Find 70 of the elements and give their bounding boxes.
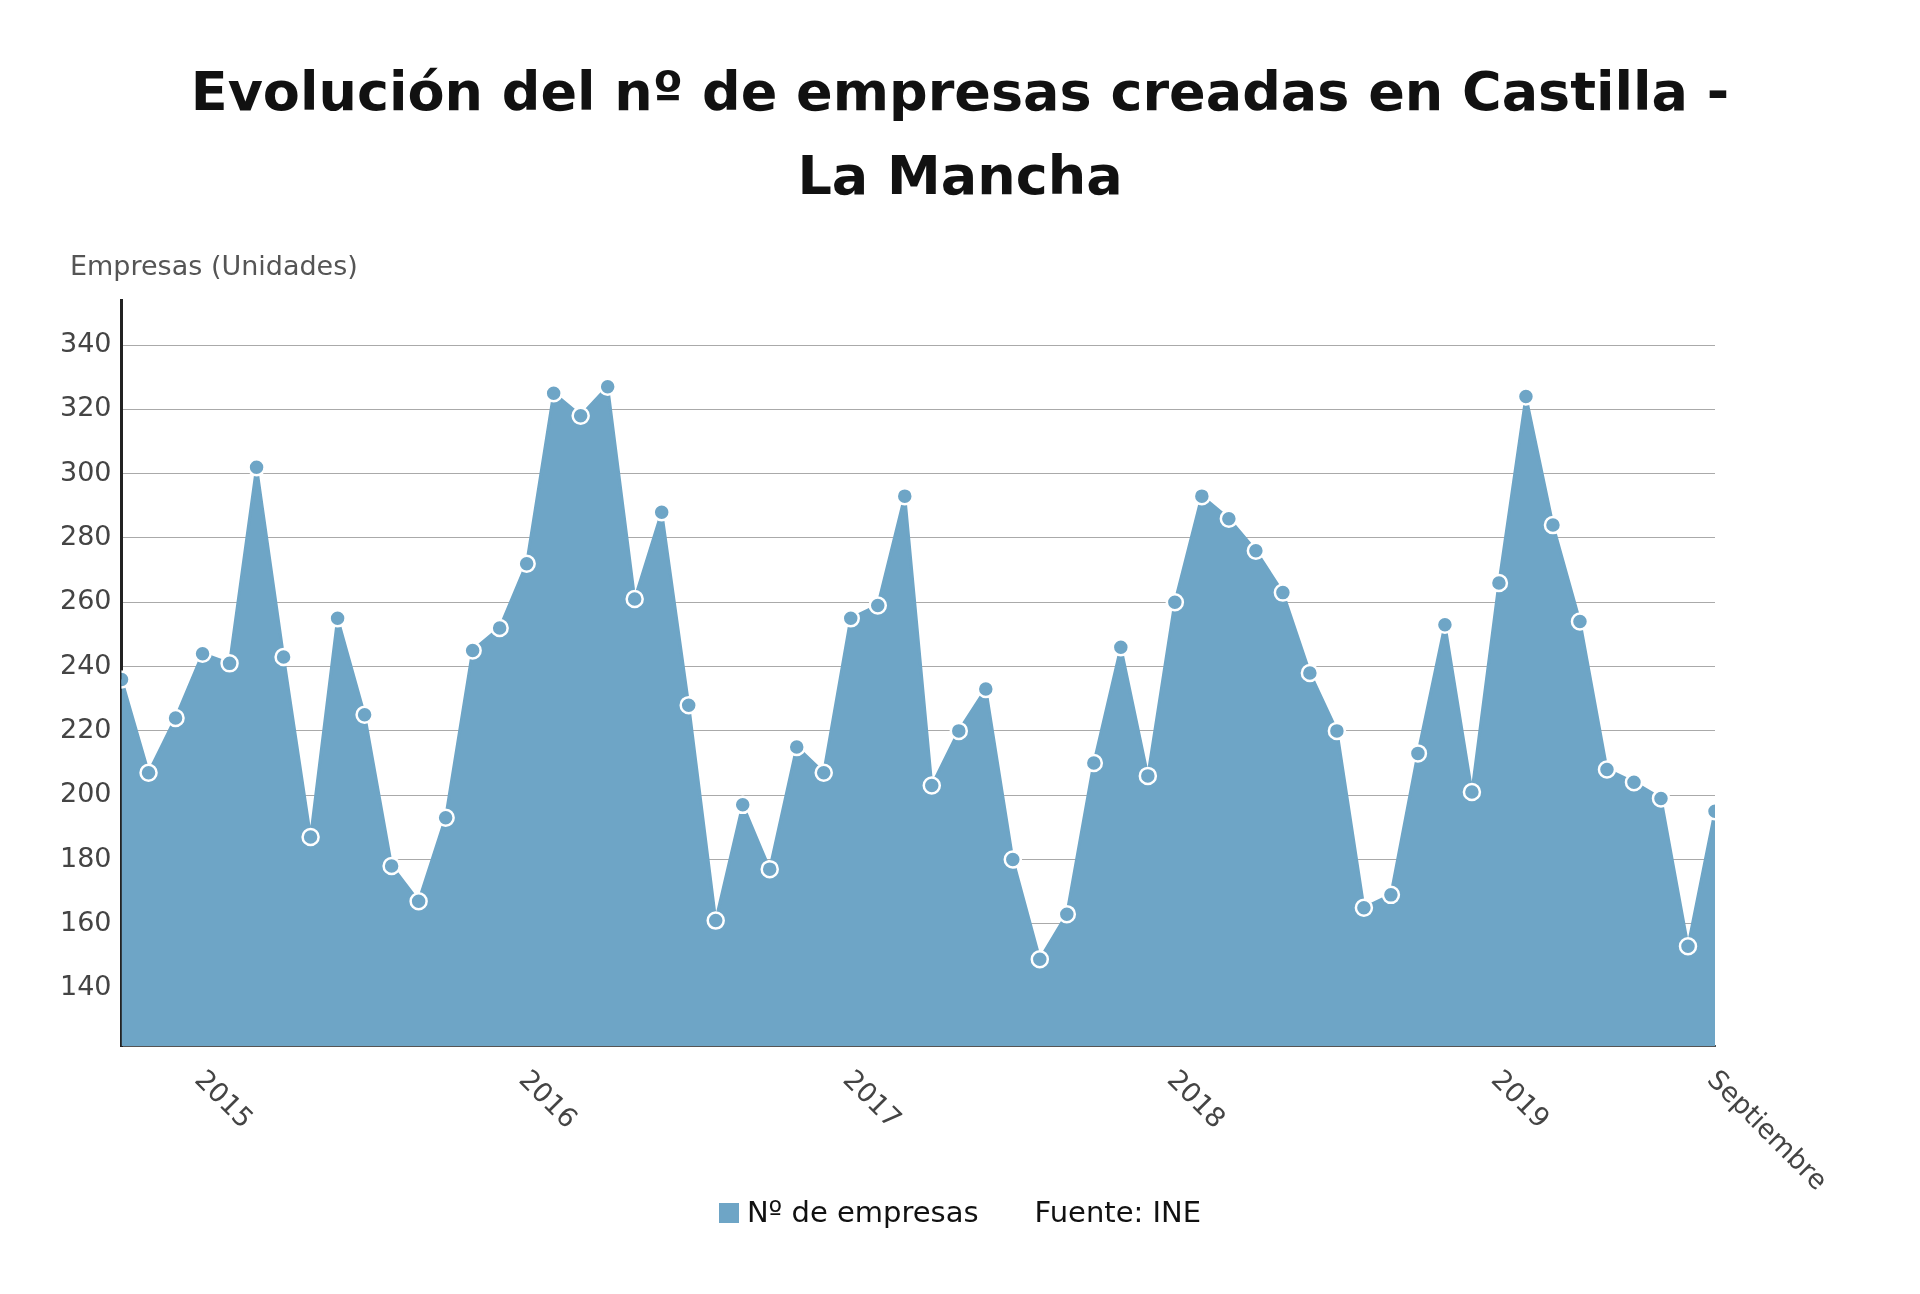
y-tick-label: 260 [59,584,112,616]
point [328,609,347,628]
point [679,695,698,715]
point [1057,904,1077,924]
y-tick-label: 280 [59,519,112,551]
point [220,654,239,673]
point [1651,789,1671,808]
point [598,377,617,397]
point [814,763,833,782]
point [571,406,590,426]
point [1003,850,1023,869]
y-tick-label: 180 [59,841,112,873]
y-tick-label: 240 [59,648,112,680]
point [1516,387,1536,406]
point [1192,486,1212,506]
point [301,827,320,847]
point [1138,766,1158,786]
point [1489,573,1509,593]
point [1408,744,1428,763]
point [1084,753,1104,773]
point [922,776,942,795]
point [1246,541,1266,561]
point [247,457,266,477]
source-note: Fuente: INE [1034,1195,1202,1229]
point [355,705,374,725]
point [1381,885,1401,905]
legend-label: Nº de empresas [745,1195,979,1229]
point [1462,782,1482,802]
y-axis-title: Empresas (Unidades) [70,250,358,281]
point [787,737,806,757]
point [1165,593,1185,612]
point [463,641,482,660]
y-tick-label: 300 [59,455,112,487]
y-tick-label: 320 [59,391,112,423]
point [1543,515,1563,535]
point [436,808,455,827]
point [1597,760,1617,779]
point [274,647,293,667]
y-tick-label: 220 [59,712,112,744]
point [652,502,671,522]
point [382,856,401,876]
point [625,589,644,609]
y-tick-label: 340 [59,327,112,359]
chart-title: Evolución del nº de empresas creadas en Castilla - La Mancha [189,59,1731,209]
point [166,708,185,728]
point [1354,898,1374,917]
point [949,721,969,741]
point [1030,949,1050,969]
y-tick-label: 140 [59,970,112,1002]
point [139,763,158,782]
point [1435,615,1455,635]
point [1678,937,1698,956]
point [1273,583,1293,602]
point [895,486,915,506]
point [409,892,428,911]
y-tick-label: 200 [59,777,112,809]
point [733,795,752,815]
point [544,384,563,403]
point [760,859,779,879]
point [1327,721,1347,741]
point [490,618,509,638]
point [1624,773,1644,792]
point [1300,663,1320,683]
point [868,596,888,615]
point [976,679,996,699]
point [1111,638,1131,657]
point [1219,509,1239,528]
y-tick-label: 160 [59,905,112,937]
point [706,911,725,930]
point [1570,612,1590,631]
